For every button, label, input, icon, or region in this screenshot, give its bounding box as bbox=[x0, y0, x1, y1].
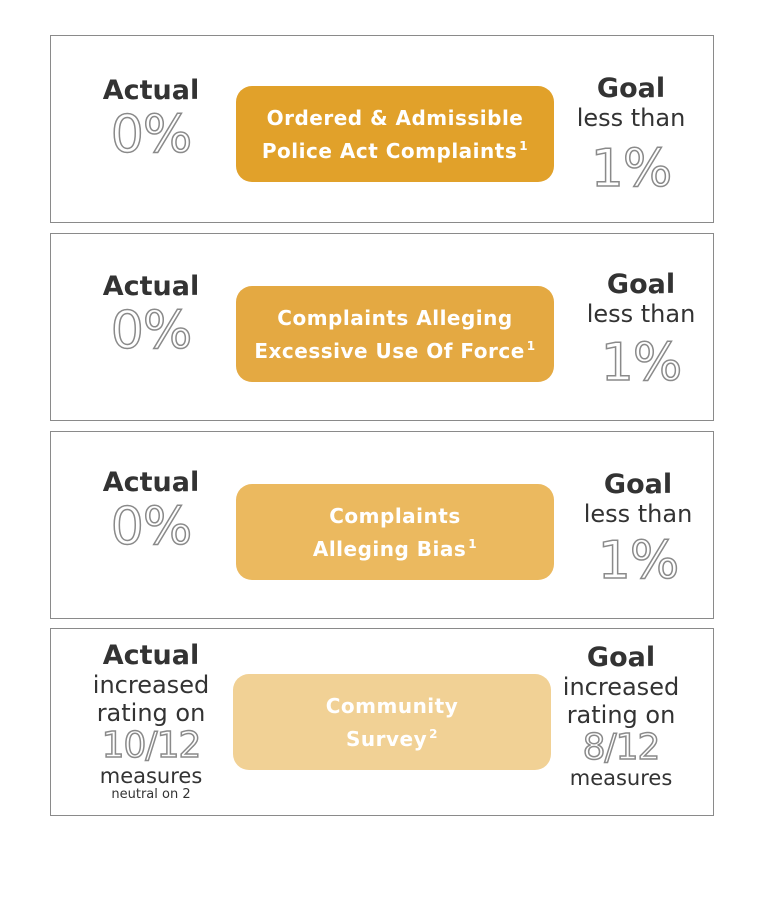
measure-badge: Ordered & Admissible Police Act Complain… bbox=[236, 86, 554, 182]
measure-line-1: Complaints Alleging bbox=[277, 305, 513, 330]
footnote-marker: 1 bbox=[468, 536, 478, 551]
goal-line-1: increased bbox=[562, 673, 680, 701]
measure-line-1: Community bbox=[325, 693, 459, 718]
goal-label: Goal bbox=[586, 642, 656, 673]
footnote-marker: 1 bbox=[519, 138, 529, 153]
footnote-marker: 2 bbox=[429, 726, 438, 741]
goal-label: Goal bbox=[596, 73, 666, 104]
measure-line-2: Police Act Complaints 1 bbox=[261, 138, 529, 163]
actual-label: Actual bbox=[102, 75, 200, 106]
goal-column: Goal increased rating on 8/12 measures bbox=[556, 642, 686, 790]
actual-line-1: increased bbox=[92, 671, 210, 699]
measure-badge: Community Survey 2 bbox=[233, 674, 551, 770]
measure-line-1: Complaints bbox=[329, 503, 461, 528]
kpi-panel-bias: Actual 0% Complaints Alleging Bias 1 Goal… bbox=[50, 431, 714, 619]
actual-label: Actual bbox=[102, 640, 200, 671]
actual-label: Actual bbox=[102, 271, 200, 302]
goal-label: Goal bbox=[606, 269, 676, 300]
footnote-marker: 1 bbox=[526, 338, 536, 353]
goal-qualifier: less than bbox=[583, 500, 693, 528]
goal-value: 8/12 bbox=[582, 727, 661, 768]
goal-value: 1% bbox=[600, 333, 683, 393]
actual-column: Actual 0% bbox=[91, 467, 211, 557]
goal-value: 1% bbox=[590, 139, 673, 199]
measure-line-2: Alleging Bias 1 bbox=[312, 536, 478, 561]
actual-label: Actual bbox=[102, 467, 200, 498]
actual-line-2: rating on bbox=[96, 699, 206, 727]
kpi-panel-community-survey: Actual increased rating on 10/12 measure… bbox=[50, 628, 714, 816]
goal-column: Goal less than 1% bbox=[566, 73, 696, 199]
goal-label: Goal bbox=[603, 469, 673, 500]
measure-line-1: Ordered & Admissible bbox=[266, 105, 524, 130]
actual-value: 0% bbox=[110, 105, 193, 165]
goal-qualifier: less than bbox=[586, 300, 696, 328]
actual-value: 0% bbox=[110, 301, 193, 361]
actual-column: Actual 0% bbox=[91, 75, 211, 165]
goal-qualifier: less than bbox=[576, 104, 686, 132]
actual-value: 0% bbox=[110, 497, 193, 557]
measure-badge: Complaints Alleging Bias 1 bbox=[236, 484, 554, 580]
goal-line-3: measures bbox=[569, 766, 673, 790]
actual-value: 10/12 bbox=[101, 725, 202, 766]
kpi-panel-excessive-force: Actual 0% Complaints Alleging Excessive … bbox=[50, 233, 714, 421]
measure-badge: Complaints Alleging Excessive Use Of For… bbox=[236, 286, 554, 382]
measure-line-2: Excessive Use Of Force 1 bbox=[254, 338, 536, 363]
goal-column: Goal less than 1% bbox=[576, 269, 706, 393]
kpi-panel-police-act-complaints: Actual 0% Ordered & Admissible Police Ac… bbox=[50, 35, 714, 223]
actual-note: neutral on 2 bbox=[111, 787, 191, 802]
actual-line-3: measures bbox=[99, 764, 203, 788]
actual-column: Actual increased rating on 10/12 measure… bbox=[91, 641, 211, 803]
actual-column: Actual 0% bbox=[91, 271, 211, 361]
goal-column: Goal less than 1% bbox=[573, 469, 703, 591]
measure-line-2: Survey 2 bbox=[345, 726, 438, 751]
goal-value: 1% bbox=[597, 531, 680, 591]
goal-line-2: rating on bbox=[566, 701, 676, 729]
